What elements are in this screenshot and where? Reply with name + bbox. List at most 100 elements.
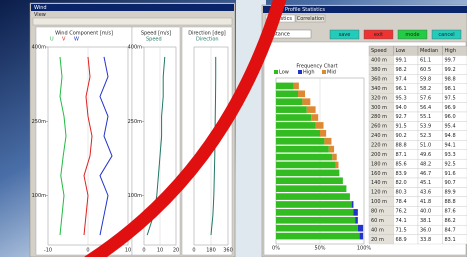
cell-text: 43.6 (420, 190, 431, 196)
cell-text: 68.9 (396, 237, 407, 243)
bar-segment (276, 130, 320, 137)
cell-text: 400 m (371, 58, 387, 64)
legend-swatch (322, 70, 326, 74)
bar-segment (276, 170, 339, 177)
cell-text: 59.8 (420, 77, 431, 83)
cell-text: 240 m (371, 133, 387, 139)
cell-text: 220 m (371, 143, 387, 149)
cell-text: 160 m (371, 171, 387, 177)
cell-text: 57.6 (420, 95, 431, 101)
bar-segment (276, 225, 358, 232)
button-label[interactable]: exit (374, 32, 383, 38)
column-header: Median (420, 48, 438, 54)
legend-entry: High (303, 70, 315, 76)
bar-segment (276, 233, 360, 240)
cell-text: 87.1 (396, 152, 407, 158)
cell-text: 53.9 (420, 124, 431, 130)
cell-text: 92.5 (445, 161, 456, 167)
cell-text: 60.5 (420, 67, 431, 73)
cell-text: 92.7 (396, 114, 407, 120)
bar-segment (353, 209, 357, 216)
y-tick-label: 400m (128, 45, 143, 51)
chart-panel (36, 27, 132, 255)
cell-text: 180 m (371, 161, 387, 167)
bar-segment (298, 90, 305, 97)
tab-label[interactable]: Correlation (297, 16, 325, 22)
cell-text: 98.1 (445, 86, 456, 92)
column-header: High (445, 48, 457, 54)
x-tick-label: -10 (44, 248, 52, 254)
legend-entry: Low (279, 70, 289, 76)
bar-segment (276, 90, 298, 97)
bar-segment (276, 98, 302, 105)
bar-segment (355, 217, 358, 224)
cell-text: 90.7 (445, 180, 456, 186)
cell-text: 98.8 (445, 77, 456, 83)
x-tick-label: 50% (314, 246, 325, 252)
y-tick-label: 250m (32, 119, 47, 125)
x-tick-label: 10 (157, 248, 163, 254)
cell-text: 99.7 (445, 58, 456, 64)
x-tick-label: 10 (125, 248, 131, 254)
cell-text: 33.8 (420, 237, 431, 243)
cell-text: 83.9 (396, 171, 407, 177)
cell-text: 97.4 (396, 77, 407, 83)
legend-entry: Speed (146, 37, 162, 43)
cell-text: 96.9 (445, 105, 456, 111)
bar-segment (320, 130, 326, 137)
bar-segment (302, 98, 310, 105)
cell-text: 94.1 (445, 143, 456, 149)
x-tick-label: 180 (206, 248, 216, 254)
cell-text: 140 m (371, 180, 387, 186)
cell-text: 89.9 (445, 190, 456, 196)
cell-text: 40 m (371, 227, 384, 233)
cell-text: 83.1 (445, 237, 456, 243)
cell-text: 87.6 (445, 209, 456, 215)
cell-text: 60 m (371, 218, 384, 224)
bar-segment (352, 201, 354, 208)
cell-text: 260 m (371, 124, 387, 130)
cell-text: 93.3 (445, 152, 456, 158)
bar-segment (324, 138, 331, 145)
y-tick-label: 100m (128, 193, 143, 199)
bar-segment (307, 106, 316, 113)
x-tick-label: 0 (192, 248, 195, 254)
cell-text: 48.2 (420, 161, 431, 167)
bar-segment (276, 83, 294, 90)
cell-text: 38.1 (420, 218, 431, 224)
window-title: Profile Statistics (285, 7, 325, 13)
y-tick-label: 400m (32, 45, 47, 51)
cell-text: 61.1 (420, 58, 431, 64)
bar-segment (276, 209, 353, 216)
legend-entry: Mid (327, 70, 336, 76)
cell-text: 36.0 (420, 227, 431, 233)
legend-entry: U (50, 37, 54, 43)
cell-text: 97.5 (445, 95, 456, 101)
button-label[interactable]: cancel (438, 32, 454, 38)
button-label[interactable]: save (339, 32, 351, 38)
menu[interactable]: View (34, 12, 46, 18)
bar-segment (276, 146, 329, 153)
screenshot: Wind View Profile Statistics Wind Compon… (0, 0, 467, 257)
bar-segment (276, 185, 346, 192)
cell-text: 96.0 (445, 114, 456, 120)
column-header: Speed (371, 48, 387, 54)
x-tick-label: 100% (357, 246, 372, 252)
x-tick-label: 20 (173, 248, 179, 254)
cell-text: 84.7 (445, 227, 456, 233)
bar-segment (276, 162, 336, 169)
bar-segment (294, 83, 299, 90)
cell-text: 94.0 (396, 105, 407, 111)
cell-text: 90.2 (396, 133, 407, 139)
legend-swatch (274, 70, 278, 74)
bar-segment (276, 138, 324, 145)
cell-text: 80.3 (396, 190, 407, 196)
bar-segment (276, 201, 352, 208)
legend-entry: V (62, 37, 66, 43)
button-label[interactable]: mode (405, 32, 419, 38)
cell-text: 88.8 (396, 143, 407, 149)
bar-segment (276, 177, 343, 184)
cell-text: 280 m (371, 114, 387, 120)
cell-text: 56.4 (420, 105, 431, 111)
toolbar (33, 18, 232, 25)
